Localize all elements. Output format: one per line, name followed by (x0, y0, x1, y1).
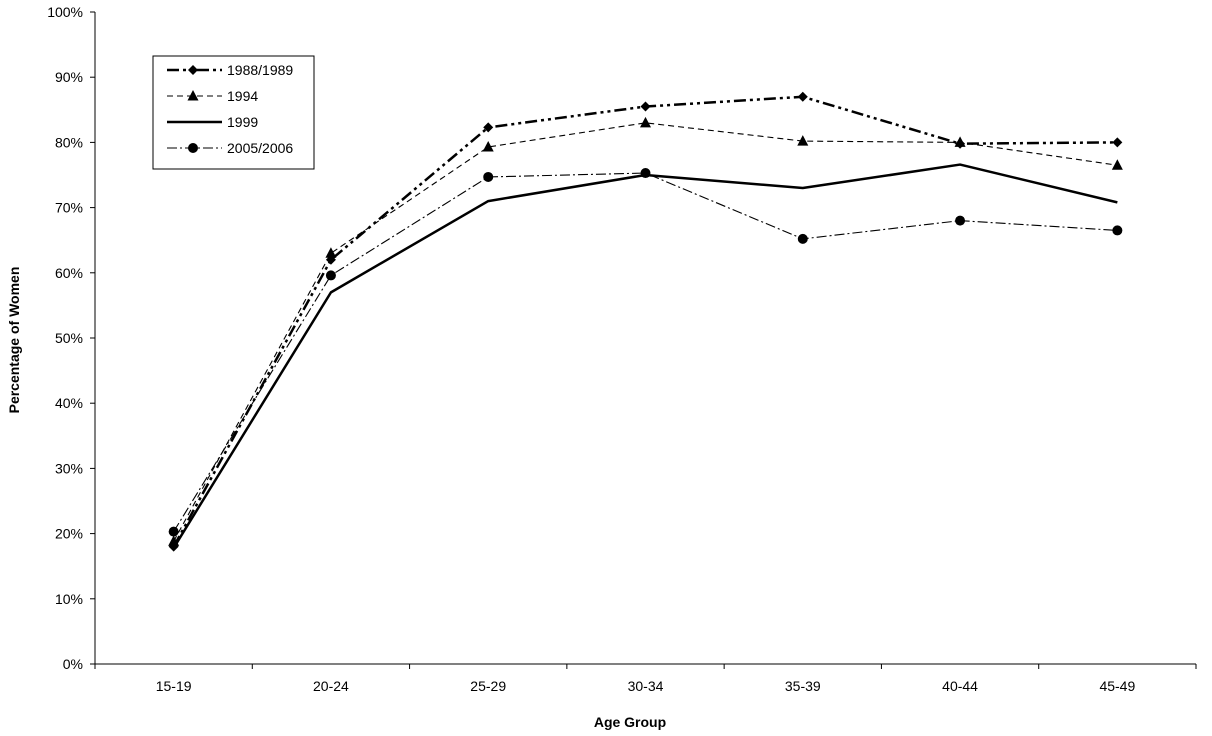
data-point (1111, 159, 1123, 170)
legend-label: 1994 (227, 88, 258, 104)
y-axis-title: Percentage of Women (6, 267, 22, 414)
data-point (483, 171, 494, 182)
data-point (483, 122, 494, 133)
data-point (640, 168, 651, 179)
y-tick-label: 0% (63, 656, 83, 672)
x-tick-label: 15-19 (156, 678, 192, 694)
y-axis-ticks: 0% 10% 20% 30% 40% 50% 60% 70% 80% 90% 100% (47, 4, 95, 672)
series-lines (168, 91, 1123, 552)
y-tick-label: 100% (47, 4, 83, 20)
y-tick-label: 30% (55, 460, 83, 476)
x-axis-ticks: 15-19 20-24 25-29 30-34 35-39 40-44 45-49 (94, 664, 1197, 694)
data-point (1112, 137, 1123, 148)
data-point (1112, 225, 1123, 236)
x-tick-label: 25-29 (470, 678, 506, 694)
data-point (797, 233, 808, 244)
y-tick-label: 80% (55, 134, 83, 150)
y-tick-label: 60% (55, 265, 83, 281)
y-tick-label: 10% (55, 591, 83, 607)
x-tick-label: 40-44 (942, 678, 978, 694)
data-point (955, 215, 966, 226)
series-2 (172, 163, 1118, 549)
x-tick-label: 20-24 (313, 678, 349, 694)
legend-marker (187, 90, 199, 101)
legend: 1988/1989 1994 1999 2005/2006 (152, 55, 315, 170)
series-3 (168, 168, 1123, 537)
series-line (172, 163, 1118, 549)
x-axis-title: Age Group (594, 714, 666, 730)
x-tick-label: 35-39 (785, 678, 821, 694)
y-tick-label: 50% (55, 330, 83, 346)
data-point (325, 270, 336, 281)
data-point (482, 140, 494, 152)
data-point (325, 247, 337, 258)
data-point (797, 91, 808, 102)
data-point (640, 101, 651, 112)
x-tick-label: 45-49 (1099, 678, 1135, 694)
series-line (173, 172, 1118, 532)
legend-label: 1999 (227, 114, 258, 130)
x-tick-label: 30-34 (628, 678, 664, 694)
y-tick-label: 90% (55, 69, 83, 85)
data-point (954, 136, 966, 147)
series-line (172, 95, 1118, 548)
data-point (168, 526, 179, 537)
legend-marker (188, 65, 198, 75)
y-tick-label: 20% (55, 526, 83, 542)
data-point (640, 116, 651, 128)
legend-label: 1988/1989 (227, 62, 293, 78)
legend-label: 2005/2006 (227, 140, 293, 156)
series-line (173, 122, 1118, 542)
data-point (797, 135, 809, 146)
y-tick-label: 40% (55, 395, 83, 411)
legend-marker (188, 143, 198, 153)
legend-box (152, 55, 315, 170)
y-tick-label: 70% (55, 200, 83, 216)
series-1 (168, 116, 1123, 546)
